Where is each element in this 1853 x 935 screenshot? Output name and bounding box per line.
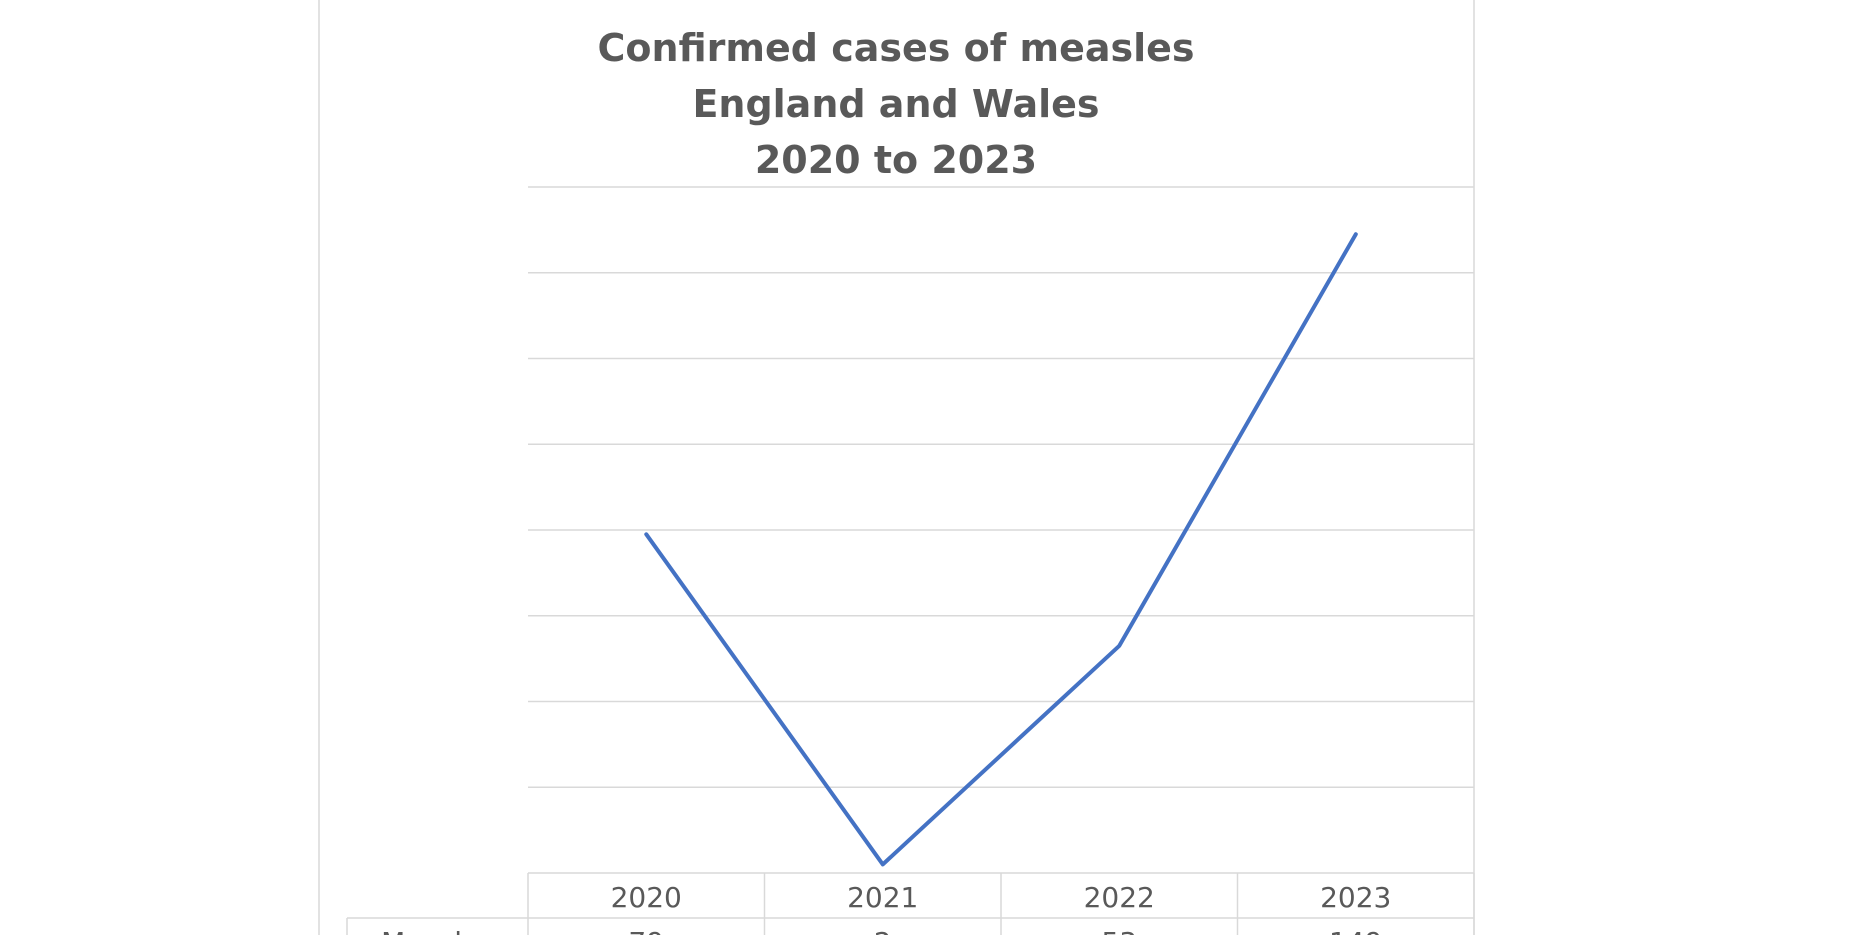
table-value-2023: 149 (1329, 926, 1382, 935)
gridlines (528, 186, 1474, 788)
category-label-2021: 2021 (847, 881, 918, 914)
data-table-values: Measles 79 2 53 149 (381, 926, 1382, 935)
table-value-2020: 79 (628, 926, 664, 935)
category-labels: 2020 2021 2022 2023 (611, 881, 1392, 914)
chart-title-line-3: 2020 to 2023 (755, 138, 1037, 182)
series-line-measles (644, 232, 1358, 867)
chart-area-border (318, 0, 1475, 935)
chart-title-line-2: England and Wales (692, 82, 1099, 126)
data-table-lines (346, 872, 1475, 935)
category-label-2023: 2023 (1320, 881, 1391, 914)
table-row-label: Measles (381, 926, 494, 935)
table-value-2021: 2 (874, 926, 892, 935)
table-value-2022: 53 (1101, 926, 1137, 935)
category-label-2022: 2022 (1084, 881, 1155, 914)
category-label-2020: 2020 (611, 881, 682, 914)
chart-title-line-1: Confirmed cases of measles (597, 26, 1194, 70)
